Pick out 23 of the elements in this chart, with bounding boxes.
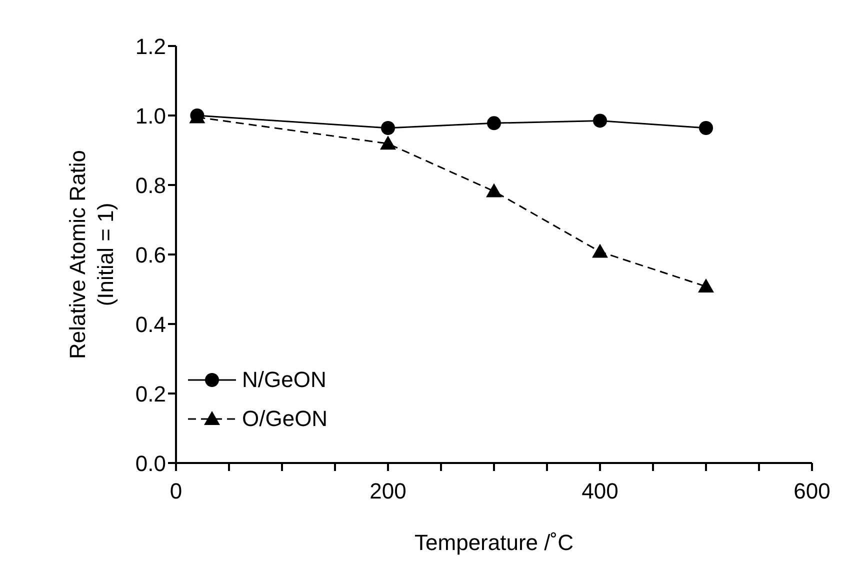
y-tick-label: 1.0 [135,103,166,128]
y-tick-label: 0.2 [135,381,166,406]
y-tick-label: 0.8 [135,172,166,198]
point [380,136,396,150]
point [381,121,395,136]
legend-label: O/GeON [242,406,328,432]
x-tick-label: 400 [582,478,618,504]
point [698,278,714,292]
x-axis-title: Temperature /˚C [414,530,574,555]
y-axis-title: Relative Atomic Ratio (Initial = 1) [65,150,118,360]
point [593,114,607,128]
legend-label: N/GeON [242,366,326,392]
point [487,116,501,130]
y-tick-label: 0.4 [135,312,166,337]
y-tick-label: 0.0 [135,450,166,476]
point [699,121,713,136]
x-tick-label: 0 [170,478,182,504]
point [486,183,502,198]
y-tick-label: 1.2 [135,34,166,59]
x-tick-label: 200 [370,478,406,504]
x-tick-label: 600 [794,478,830,504]
point [592,244,608,258]
y-tick-label: 0.6 [135,242,166,268]
